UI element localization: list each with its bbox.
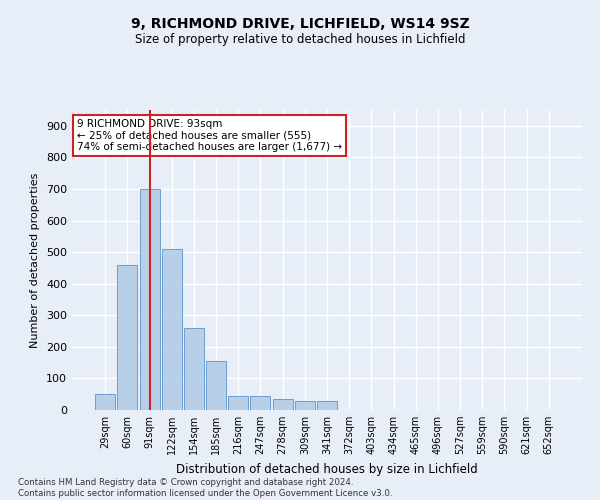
Bar xyxy=(95,394,115,410)
Text: 9 RICHMOND DRIVE: 93sqm
← 25% of detached houses are smaller (555)
74% of semi-d: 9 RICHMOND DRIVE: 93sqm ← 25% of detache… xyxy=(77,119,342,152)
Bar xyxy=(184,328,204,410)
Bar xyxy=(118,264,137,410)
Bar xyxy=(206,361,226,410)
Y-axis label: Number of detached properties: Number of detached properties xyxy=(31,172,40,348)
Bar xyxy=(295,400,315,410)
Text: 9, RICHMOND DRIVE, LICHFIELD, WS14 9SZ: 9, RICHMOND DRIVE, LICHFIELD, WS14 9SZ xyxy=(131,18,469,32)
Bar xyxy=(228,396,248,410)
Bar xyxy=(140,189,160,410)
Bar xyxy=(272,399,293,410)
Bar xyxy=(250,396,271,410)
Text: Size of property relative to detached houses in Lichfield: Size of property relative to detached ho… xyxy=(135,32,465,46)
X-axis label: Distribution of detached houses by size in Lichfield: Distribution of detached houses by size … xyxy=(176,462,478,475)
Bar xyxy=(162,249,182,410)
Text: Contains HM Land Registry data © Crown copyright and database right 2024.
Contai: Contains HM Land Registry data © Crown c… xyxy=(18,478,392,498)
Bar xyxy=(317,400,337,410)
